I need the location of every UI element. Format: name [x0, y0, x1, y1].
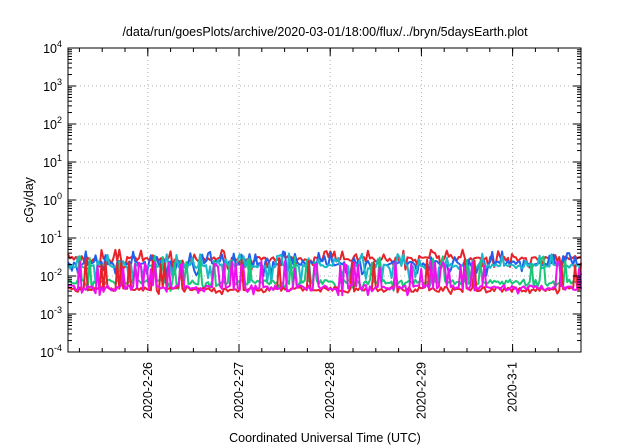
y-tick-label: 10-2 [40, 267, 62, 284]
y-tick-label: 102 [43, 115, 62, 132]
x-tick-label: 2020-2-27 [232, 362, 246, 419]
x-tick-label: 2020-3-1 [506, 362, 520, 412]
x-axis-label: Coordinated Universal Time (UTC) [229, 431, 421, 445]
y-tick-label: 10-1 [40, 229, 62, 246]
x-tick-label: 2020-2-29 [414, 362, 428, 419]
y-tick-label: 103 [43, 77, 62, 94]
y-tick-labels: 10-4 10-3 10-2 10-1 100 101 102 103 104 [40, 39, 62, 360]
series-line [67, 260, 582, 297]
grid-lines [68, 48, 581, 352]
x-tick-label: 2020-2-28 [323, 362, 337, 419]
y-tick-label: 101 [43, 153, 62, 170]
y-tick-label: 10-4 [40, 343, 62, 360]
series-line [67, 257, 582, 296]
chart-title: /data/run/goesPlots/archive/2020-03-01/1… [122, 25, 528, 39]
y-axis-label: cGy/day [22, 176, 36, 223]
tick-marks [68, 47, 582, 353]
x-tick-label: 2020-2-26 [141, 362, 155, 419]
x-tick-labels: 2020-2-26 2020-2-27 2020-2-28 2020-2-29 2020… [141, 362, 520, 419]
y-tick-label: 10-3 [40, 305, 62, 322]
series-layer [67, 248, 582, 297]
y-tick-label: 100 [43, 191, 62, 208]
y-tick-label: 104 [43, 39, 62, 56]
